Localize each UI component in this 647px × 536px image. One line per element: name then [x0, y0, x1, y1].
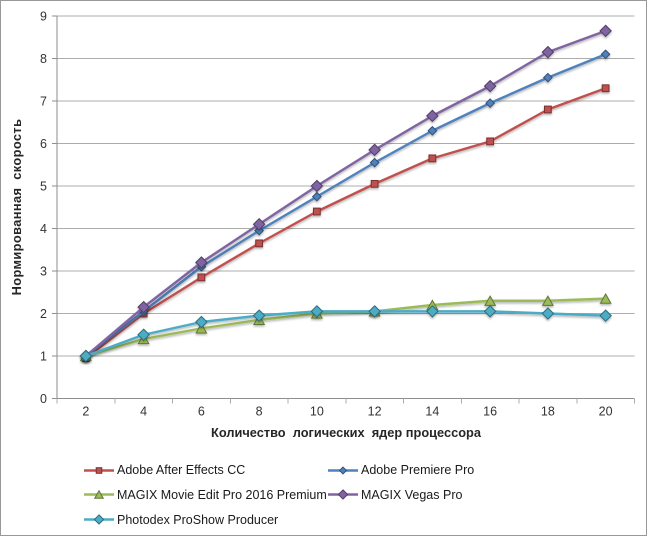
legend-label: Photodex ProShow Producer [117, 512, 279, 527]
y-tick-label: 1 [40, 350, 47, 364]
data-point-marker [369, 157, 380, 168]
data-point-marker [541, 307, 555, 320]
y-tick-label: 9 [40, 10, 47, 24]
data-point-marker [541, 295, 554, 306]
series-adobe-after-effects-cc [81, 84, 610, 363]
legend-item: Photodex ProShow Producer [84, 512, 278, 528]
data-point-marker [93, 514, 105, 525]
data-point-marker [599, 309, 612, 322]
x-tick-label: 6 [198, 405, 205, 419]
data-point-marker [137, 300, 150, 314]
data-point-marker [543, 105, 552, 114]
legend-label: Adobe Premiere Pro [361, 463, 475, 477]
legend-swatch [84, 514, 114, 525]
x-tick-label: 4 [140, 405, 147, 419]
data-point-marker [338, 465, 348, 475]
data-point-marker [486, 137, 495, 146]
legend-label: Adobe After Effects CC [117, 463, 246, 477]
data-point-marker [310, 179, 324, 193]
y-tick-label: 0 [40, 392, 47, 406]
data-point-marker [310, 305, 324, 318]
x-tick-label: 20 [599, 405, 613, 419]
x-tick-label: 2 [82, 405, 89, 419]
data-point-marker [485, 98, 496, 109]
series-line [84, 29, 607, 358]
x-tick-label: 10 [310, 405, 324, 419]
legend-label: MAGIX Vegas Pro [361, 487, 463, 502]
data-point-marker [252, 309, 266, 322]
data-point-marker [599, 293, 612, 304]
data-point-marker [368, 143, 381, 157]
x-tick-label: 14 [425, 405, 439, 419]
data-point-marker [337, 489, 349, 501]
y-tick-label: 6 [40, 137, 47, 151]
data-point-marker [370, 179, 379, 188]
series-line [84, 87, 607, 360]
data-point-marker [79, 349, 93, 363]
x-tick-label: 18 [541, 405, 555, 419]
legend-item: MAGIX Vegas Pro [328, 487, 462, 503]
data-point-marker [254, 225, 265, 236]
data-point-marker [428, 154, 437, 163]
x-tick-label: 8 [256, 405, 263, 419]
data-point-marker [252, 217, 266, 231]
x-tick-label: 12 [368, 405, 382, 419]
data-point-marker [542, 72, 553, 83]
x-axis-title: Количество логических ядер процессора [211, 425, 481, 440]
gridlines [57, 15, 635, 357]
data-point-marker [483, 79, 497, 93]
legend-swatch [84, 466, 114, 474]
legend-item: MAGIX Movie Edit Pro 2016 Premium [84, 487, 327, 503]
legend-swatch [84, 490, 114, 500]
data-point-marker [426, 109, 439, 123]
y-tick-label: 2 [40, 307, 47, 321]
series-photodex-proshow-producer [79, 305, 612, 363]
legend: Adobe After Effects CC Adobe Premiere Pro… [1, 1, 646, 527]
data-point-marker [195, 322, 208, 334]
y-tick-label: 4 [40, 222, 47, 236]
data-point-marker [601, 84, 610, 93]
series-line [84, 297, 607, 358]
data-point-marker [311, 191, 322, 202]
data-point-marker [368, 305, 381, 318]
data-point-marker [195, 256, 208, 269]
data-point-marker [197, 273, 206, 282]
series-line [84, 53, 607, 358]
y-tick-label: 3 [40, 265, 47, 279]
y-tick-label: 5 [40, 180, 47, 194]
data-point-marker [599, 24, 612, 38]
data-point-marker [600, 49, 611, 60]
legend-item: Adobe Premiere Pro [328, 462, 474, 478]
legend-item: Adobe After Effects CC [84, 462, 245, 478]
legend-swatch [328, 489, 358, 501]
x-tick-label: 16 [483, 405, 497, 419]
data-point-marker [195, 315, 208, 329]
data-point-marker [541, 45, 555, 59]
data-point-marker [483, 305, 497, 318]
y-tick-label: 7 [40, 95, 47, 109]
data-point-marker [93, 490, 105, 500]
y-tick-label: 8 [40, 52, 47, 66]
legend-swatch [328, 465, 358, 475]
series-line [84, 310, 607, 358]
legend-label: MAGIX Movie Edit Pro 2016 Premium [117, 487, 327, 502]
data-point-marker [95, 466, 103, 474]
data-point-marker [312, 207, 321, 216]
data-point-marker [427, 125, 438, 136]
data-point-marker [426, 305, 439, 318]
data-point-marker [255, 239, 264, 248]
data-point-marker [137, 328, 150, 342]
